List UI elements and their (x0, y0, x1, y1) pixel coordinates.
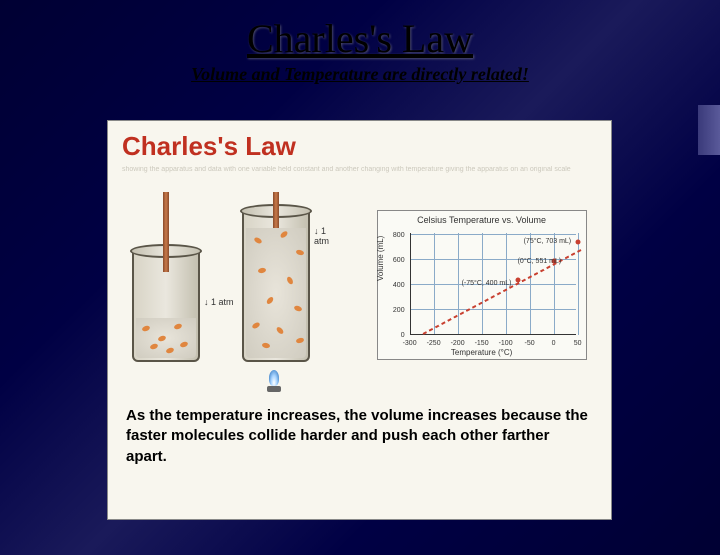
xtick: -150 (475, 340, 489, 347)
chart-title: Celsius Temperature vs. Volume (378, 215, 586, 225)
cylinder-cold (132, 252, 200, 362)
y-axis-label: Volume (mL) (376, 236, 385, 281)
ytick: 400 (385, 282, 405, 289)
xtick: 50 (574, 340, 582, 347)
x-axis-label: Temperature (°C) (378, 348, 586, 357)
chart-area: Celsius Temperature vs. Volume 0 200 400… (349, 192, 597, 392)
faded-background-text: showing the apparatus and data with one … (122, 166, 597, 186)
cylinder-hot (242, 212, 310, 362)
xtick: -250 (427, 340, 441, 347)
bunsen-flame-icon (267, 370, 281, 392)
ytick: 0 (385, 332, 405, 339)
slide-subtitle: Volume and Temperature are directly rela… (0, 64, 720, 85)
xtick: -200 (451, 340, 465, 347)
y-axis (410, 233, 411, 335)
ytick: 200 (385, 307, 405, 314)
pressure-label-hot: ↓ 1 atm (314, 226, 341, 246)
point-label: (0°C, 551 mL) (518, 258, 562, 265)
xtick: -300 (403, 340, 417, 347)
slide-title: Charles's Law (0, 15, 720, 62)
explanation-text: As the temperature increases, the volume… (126, 406, 593, 467)
data-marker (515, 278, 520, 283)
xtick: 0 (552, 340, 556, 347)
xtick: -50 (525, 340, 535, 347)
figure-panel: Charles's Law showing the apparatus and … (107, 120, 612, 520)
point-label: (75°C, 703 mL) (524, 238, 572, 245)
ytick: 600 (385, 257, 405, 264)
pressure-label-cold: ↓ 1 atm (204, 297, 234, 307)
decorative-corner (698, 105, 720, 155)
diagram-row: ↓ 1 atm (122, 192, 597, 392)
ytick: 800 (385, 232, 405, 239)
data-marker (575, 240, 580, 245)
x-axis (410, 334, 576, 335)
line-chart: Celsius Temperature vs. Volume 0 200 400… (377, 210, 587, 360)
point-label: (-75°C, 400 mL) (462, 280, 512, 287)
xtick: -100 (499, 340, 513, 347)
figure-title: Charles's Law (122, 131, 611, 162)
cylinder-diagram: ↓ 1 atm (122, 192, 341, 392)
